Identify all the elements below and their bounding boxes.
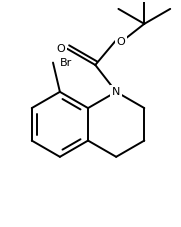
Text: O: O	[57, 44, 66, 54]
Text: Br: Br	[60, 58, 72, 68]
Text: N: N	[112, 87, 120, 97]
Text: O: O	[117, 37, 125, 47]
